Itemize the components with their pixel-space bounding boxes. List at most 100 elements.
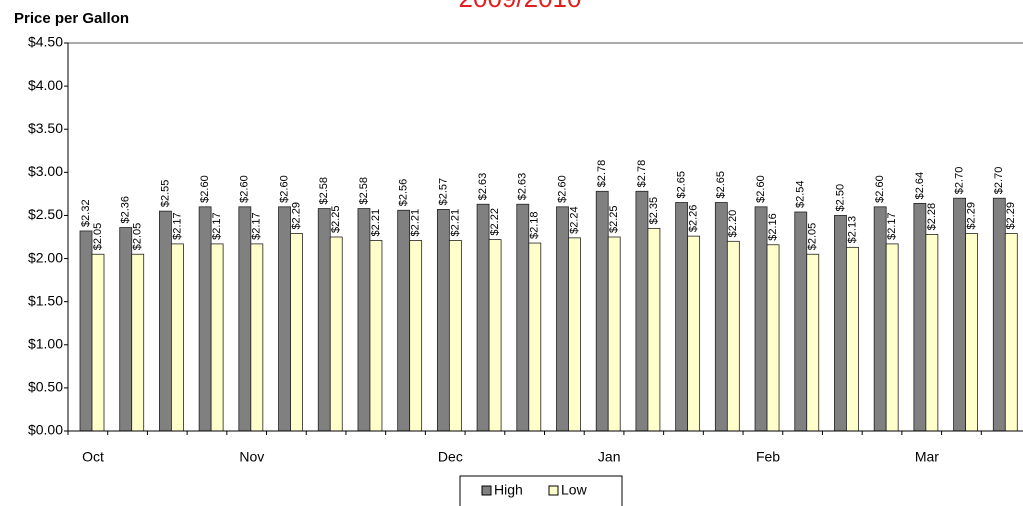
y-tick-label: $3.00 [28,163,63,179]
value-label: $2.63 [477,173,489,201]
value-label: $2.05 [132,223,144,251]
value-label: $2.32 [80,199,92,227]
bar [885,243,899,432]
bar [647,227,661,432]
value-label: $2.17 [886,212,898,240]
bar [846,246,859,432]
value-label: $2.60 [755,175,767,203]
bar [198,206,212,432]
value-label: $2.65 [676,171,688,199]
bar [516,203,530,432]
value-label: $2.55 [159,180,171,208]
bar [675,202,689,432]
bar [834,215,847,432]
value-label: $2.63 [517,173,529,201]
legend-swatch [548,485,559,496]
y-tick-label: $3.50 [28,120,63,136]
bar [357,208,371,432]
x-tick-label: Mar [915,449,939,465]
value-label: $2.17 [211,212,223,240]
bar [794,211,808,432]
bar [436,209,450,432]
bar [873,206,887,432]
bar [278,206,291,432]
legend-swatch [481,485,492,496]
bar [91,253,105,432]
bar [595,190,609,432]
bar [635,190,649,432]
value-label: $2.60 [278,175,290,203]
value-label: $2.20 [727,210,739,238]
value-label: $2.57 [437,178,449,206]
legend-label: Low [561,482,588,498]
bar [1004,233,1018,432]
y-tick-label: $1.50 [28,292,63,308]
value-label: $2.60 [874,175,886,203]
chart-title: 2009/2010 [459,0,582,13]
bar [556,206,569,432]
y-tick-label: $0.50 [28,379,63,395]
bar [397,209,411,432]
bar [568,237,581,432]
value-label: $2.17 [251,212,263,240]
value-label: $2.70 [993,167,1005,195]
value-label: $2.29 [965,202,977,230]
x-tick-label: Oct [82,449,104,465]
value-label: $2.29 [1005,202,1017,230]
value-label: $2.25 [330,205,342,233]
bar [992,197,1006,432]
y-tick-label: $1.00 [28,335,63,351]
value-label: $2.35 [648,197,660,225]
x-tick-label: Nov [239,449,264,465]
bar [754,206,768,432]
bar [607,236,621,432]
y-tick-label: $4.00 [28,77,63,93]
bar [953,197,966,432]
value-label: $2.64 [914,172,926,200]
value-label: $2.36 [120,196,132,224]
y-tick-label: $2.00 [28,249,63,265]
bar [250,243,264,432]
bar [925,234,939,432]
bar [409,240,423,432]
y-axis-label: Price per Gallon [14,10,129,27]
value-label: $2.60 [239,175,251,203]
bar [488,239,502,432]
value-label: $2.60 [556,175,568,203]
bar [806,253,820,432]
bar [369,240,383,432]
bar [766,244,780,432]
bar [965,233,978,432]
x-tick-label: Feb [756,449,780,465]
value-label: $2.50 [834,184,846,212]
value-label: $2.28 [926,203,938,231]
y-tick-label: $0.00 [28,422,63,438]
bar [913,202,927,432]
bar [329,236,343,432]
value-label: $2.60 [199,175,211,203]
value-label: $2.70 [953,167,965,195]
bar [171,243,184,432]
x-tick-label: Dec [438,449,463,465]
bar [238,206,252,432]
value-label: $2.13 [846,216,858,244]
y-tick-label: $4.50 [28,34,63,50]
bar [159,210,172,432]
value-label: $2.21 [410,209,422,237]
value-label: $2.65 [715,171,727,199]
value-label: $2.18 [529,212,541,240]
bar [131,253,145,432]
bar [528,242,542,432]
value-label: $2.78 [636,160,648,188]
value-label: $2.21 [370,209,382,237]
bar [687,235,701,432]
value-label: $2.05 [807,223,819,251]
bar [317,208,331,432]
bar [210,243,224,432]
value-label: $2.21 [449,209,461,237]
value-label: $2.26 [688,205,700,233]
value-label: $2.56 [398,179,410,207]
bar [79,230,93,432]
